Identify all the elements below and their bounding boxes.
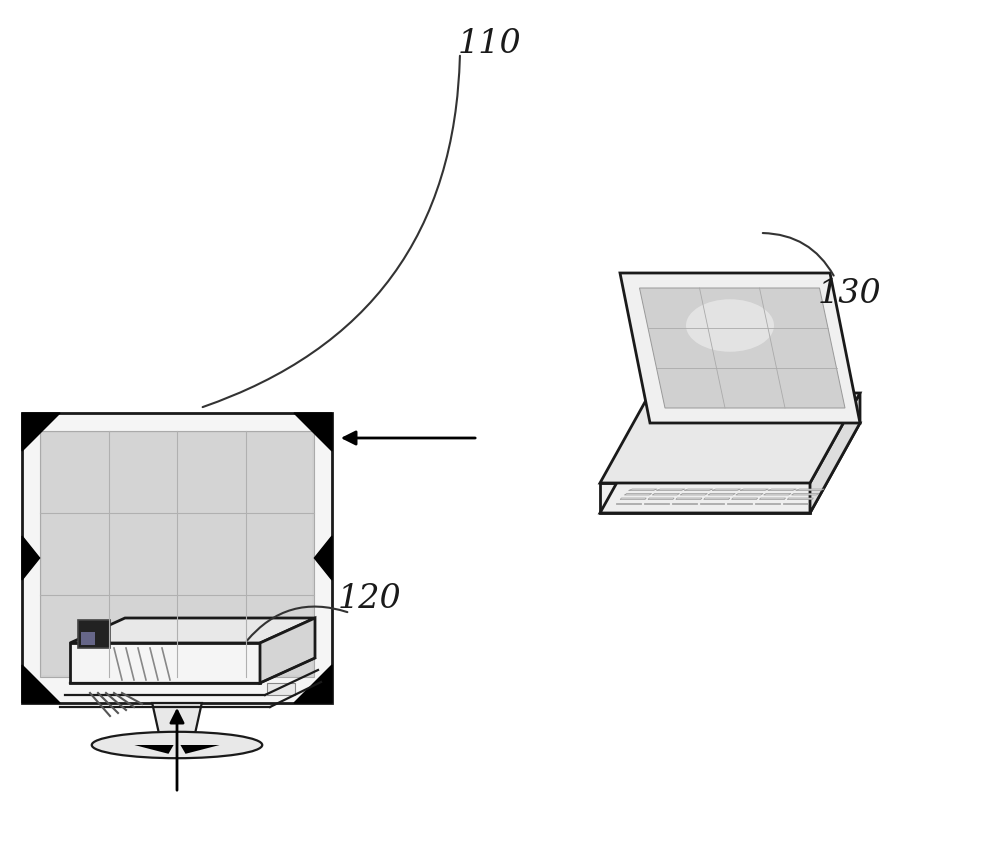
Polygon shape (600, 393, 860, 484)
Polygon shape (764, 494, 791, 496)
Text: 110: 110 (458, 28, 522, 60)
Bar (78, 620, 110, 648)
Polygon shape (652, 494, 680, 496)
Polygon shape (759, 498, 786, 500)
Bar (81, 633, 95, 645)
Polygon shape (640, 288, 845, 409)
Polygon shape (736, 494, 763, 496)
Polygon shape (70, 618, 315, 643)
Polygon shape (676, 498, 702, 500)
Polygon shape (648, 498, 674, 500)
Polygon shape (629, 490, 657, 491)
Polygon shape (294, 665, 332, 703)
Polygon shape (783, 503, 808, 504)
Polygon shape (684, 490, 713, 491)
Polygon shape (791, 494, 819, 496)
Polygon shape (314, 537, 332, 580)
Bar (267, 683, 295, 695)
Polygon shape (22, 665, 60, 703)
Polygon shape (708, 494, 735, 496)
Polygon shape (620, 498, 646, 500)
Polygon shape (180, 746, 220, 754)
Polygon shape (152, 703, 202, 746)
Polygon shape (22, 537, 40, 580)
FancyArrowPatch shape (247, 606, 347, 641)
Polygon shape (624, 494, 652, 496)
Polygon shape (600, 484, 810, 514)
Text: 130: 130 (818, 278, 882, 310)
Polygon shape (787, 498, 813, 500)
FancyArrowPatch shape (203, 56, 460, 408)
Polygon shape (620, 274, 860, 423)
Ellipse shape (92, 732, 262, 758)
Polygon shape (260, 618, 315, 683)
Polygon shape (796, 490, 824, 491)
Polygon shape (672, 503, 697, 504)
Polygon shape (600, 423, 860, 514)
Polygon shape (616, 503, 641, 504)
Polygon shape (740, 490, 769, 491)
Polygon shape (768, 490, 796, 491)
Bar (22, 414, 332, 703)
Ellipse shape (686, 300, 774, 352)
Polygon shape (810, 393, 860, 514)
Polygon shape (134, 746, 174, 754)
Polygon shape (22, 414, 60, 451)
Polygon shape (294, 414, 332, 451)
Polygon shape (70, 643, 260, 683)
FancyArrowPatch shape (763, 234, 834, 276)
Text: 120: 120 (338, 583, 402, 614)
Polygon shape (680, 494, 707, 496)
Polygon shape (644, 503, 669, 504)
Polygon shape (755, 503, 780, 504)
Polygon shape (700, 503, 724, 504)
Polygon shape (732, 498, 758, 500)
Polygon shape (712, 490, 741, 491)
Polygon shape (704, 498, 730, 500)
Polygon shape (727, 503, 752, 504)
Bar (42, 433, 312, 676)
Polygon shape (656, 490, 685, 491)
Bar (40, 432, 314, 677)
